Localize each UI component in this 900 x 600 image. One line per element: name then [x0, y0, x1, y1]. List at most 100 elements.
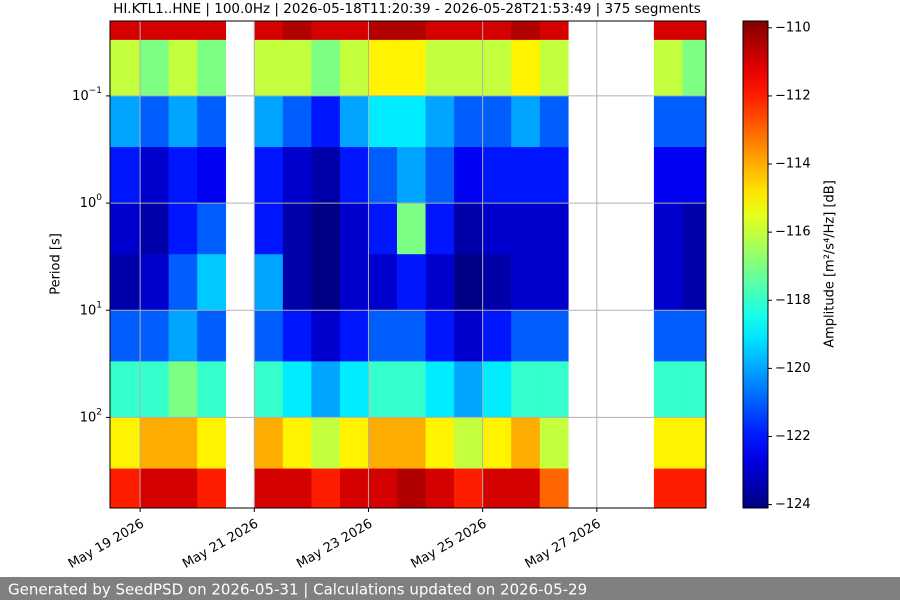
cell	[653, 39, 683, 97]
cell	[368, 147, 398, 204]
cell	[653, 254, 683, 311]
cell	[254, 203, 284, 255]
cell	[197, 95, 227, 148]
cell	[539, 39, 569, 97]
cell	[482, 361, 512, 418]
cell	[197, 310, 227, 362]
cell	[454, 254, 483, 311]
cell	[368, 417, 398, 469]
cell	[110, 361, 141, 418]
cell	[482, 21, 512, 41]
cell	[197, 254, 227, 311]
cell	[482, 468, 512, 509]
cell	[254, 95, 284, 148]
chart-title: HI.KTL1..HNE | 100.0Hz | 2026-05-18T11:2…	[113, 1, 701, 17]
y-tick-exponent: 1	[96, 300, 102, 310]
cell	[482, 310, 512, 362]
cell	[282, 95, 312, 148]
cell	[339, 147, 369, 204]
cell	[454, 39, 483, 97]
x-tick-label: May 19 2026	[66, 517, 147, 572]
y-tick-exponent: −1	[89, 85, 102, 95]
colorbar-label: Amplitude [m²/s⁴/Hz] [dB]	[823, 180, 838, 348]
x-tick-label: May 27 2026	[523, 517, 604, 572]
cell	[254, 417, 284, 469]
cell	[539, 203, 569, 255]
cell	[168, 361, 198, 418]
cell	[254, 147, 284, 204]
cell	[140, 21, 169, 41]
cell	[397, 417, 426, 469]
cell	[539, 21, 569, 41]
cell	[168, 310, 198, 362]
cell	[682, 147, 707, 204]
cell	[425, 39, 455, 97]
cell	[197, 417, 227, 469]
cell	[110, 95, 141, 148]
y-tick-label: 100	[80, 193, 103, 211]
cell	[282, 21, 312, 41]
cell	[368, 203, 398, 255]
cell	[425, 147, 455, 204]
cell	[454, 21, 483, 41]
cell	[168, 417, 198, 469]
cell	[454, 95, 483, 148]
cell	[425, 361, 455, 418]
cell	[511, 203, 541, 255]
cell	[197, 21, 227, 41]
cell	[140, 254, 169, 311]
cell	[339, 254, 369, 311]
cell	[140, 95, 169, 148]
cell	[539, 417, 569, 469]
cell	[311, 39, 341, 97]
colorbar-tick-label: −112	[775, 88, 811, 103]
cell	[311, 147, 341, 204]
cell	[653, 417, 683, 469]
cell	[682, 361, 707, 418]
cell	[282, 254, 312, 311]
cell	[482, 147, 512, 204]
cell	[110, 468, 141, 509]
cell	[454, 361, 483, 418]
cell	[682, 468, 707, 509]
colorbar-tick-label: −120	[775, 361, 811, 376]
cell	[539, 95, 569, 148]
colorbar-tick-label: −118	[775, 293, 811, 308]
y-tick-base: 10	[72, 88, 89, 103]
cell	[110, 254, 141, 311]
cell	[425, 468, 455, 509]
cell	[339, 203, 369, 255]
colorbar-tick-label: −116	[775, 225, 811, 240]
cell	[368, 468, 398, 509]
y-tick-label: 10−1	[72, 85, 102, 103]
cell	[140, 310, 169, 362]
plot-frame	[109, 20, 707, 509]
cell	[168, 39, 198, 97]
cell	[110, 310, 141, 362]
cell	[425, 203, 455, 255]
cell	[110, 203, 141, 255]
cell	[454, 310, 483, 362]
cell	[254, 39, 284, 97]
cell	[197, 39, 227, 97]
x-tick-label: May 25 2026	[408, 517, 489, 572]
cell	[482, 39, 512, 97]
footer-bar	[0, 577, 900, 600]
cell	[282, 147, 312, 204]
cell	[110, 39, 141, 97]
y-axis-label: Period [s]	[49, 233, 64, 295]
cell	[397, 147, 426, 204]
cell	[168, 468, 198, 509]
cell	[682, 95, 707, 148]
cell	[282, 417, 312, 469]
cell	[110, 417, 141, 469]
cell	[368, 39, 398, 97]
footer-text: Generated by SeedPSD on 2026-05-31 | Cal…	[8, 581, 587, 599]
cell	[653, 95, 683, 148]
cell	[539, 468, 569, 509]
colorbar-tick-label: −124	[775, 497, 811, 512]
cell	[311, 468, 341, 509]
cell	[511, 468, 541, 509]
cell	[482, 203, 512, 255]
y-tick-label: 102	[80, 407, 102, 425]
